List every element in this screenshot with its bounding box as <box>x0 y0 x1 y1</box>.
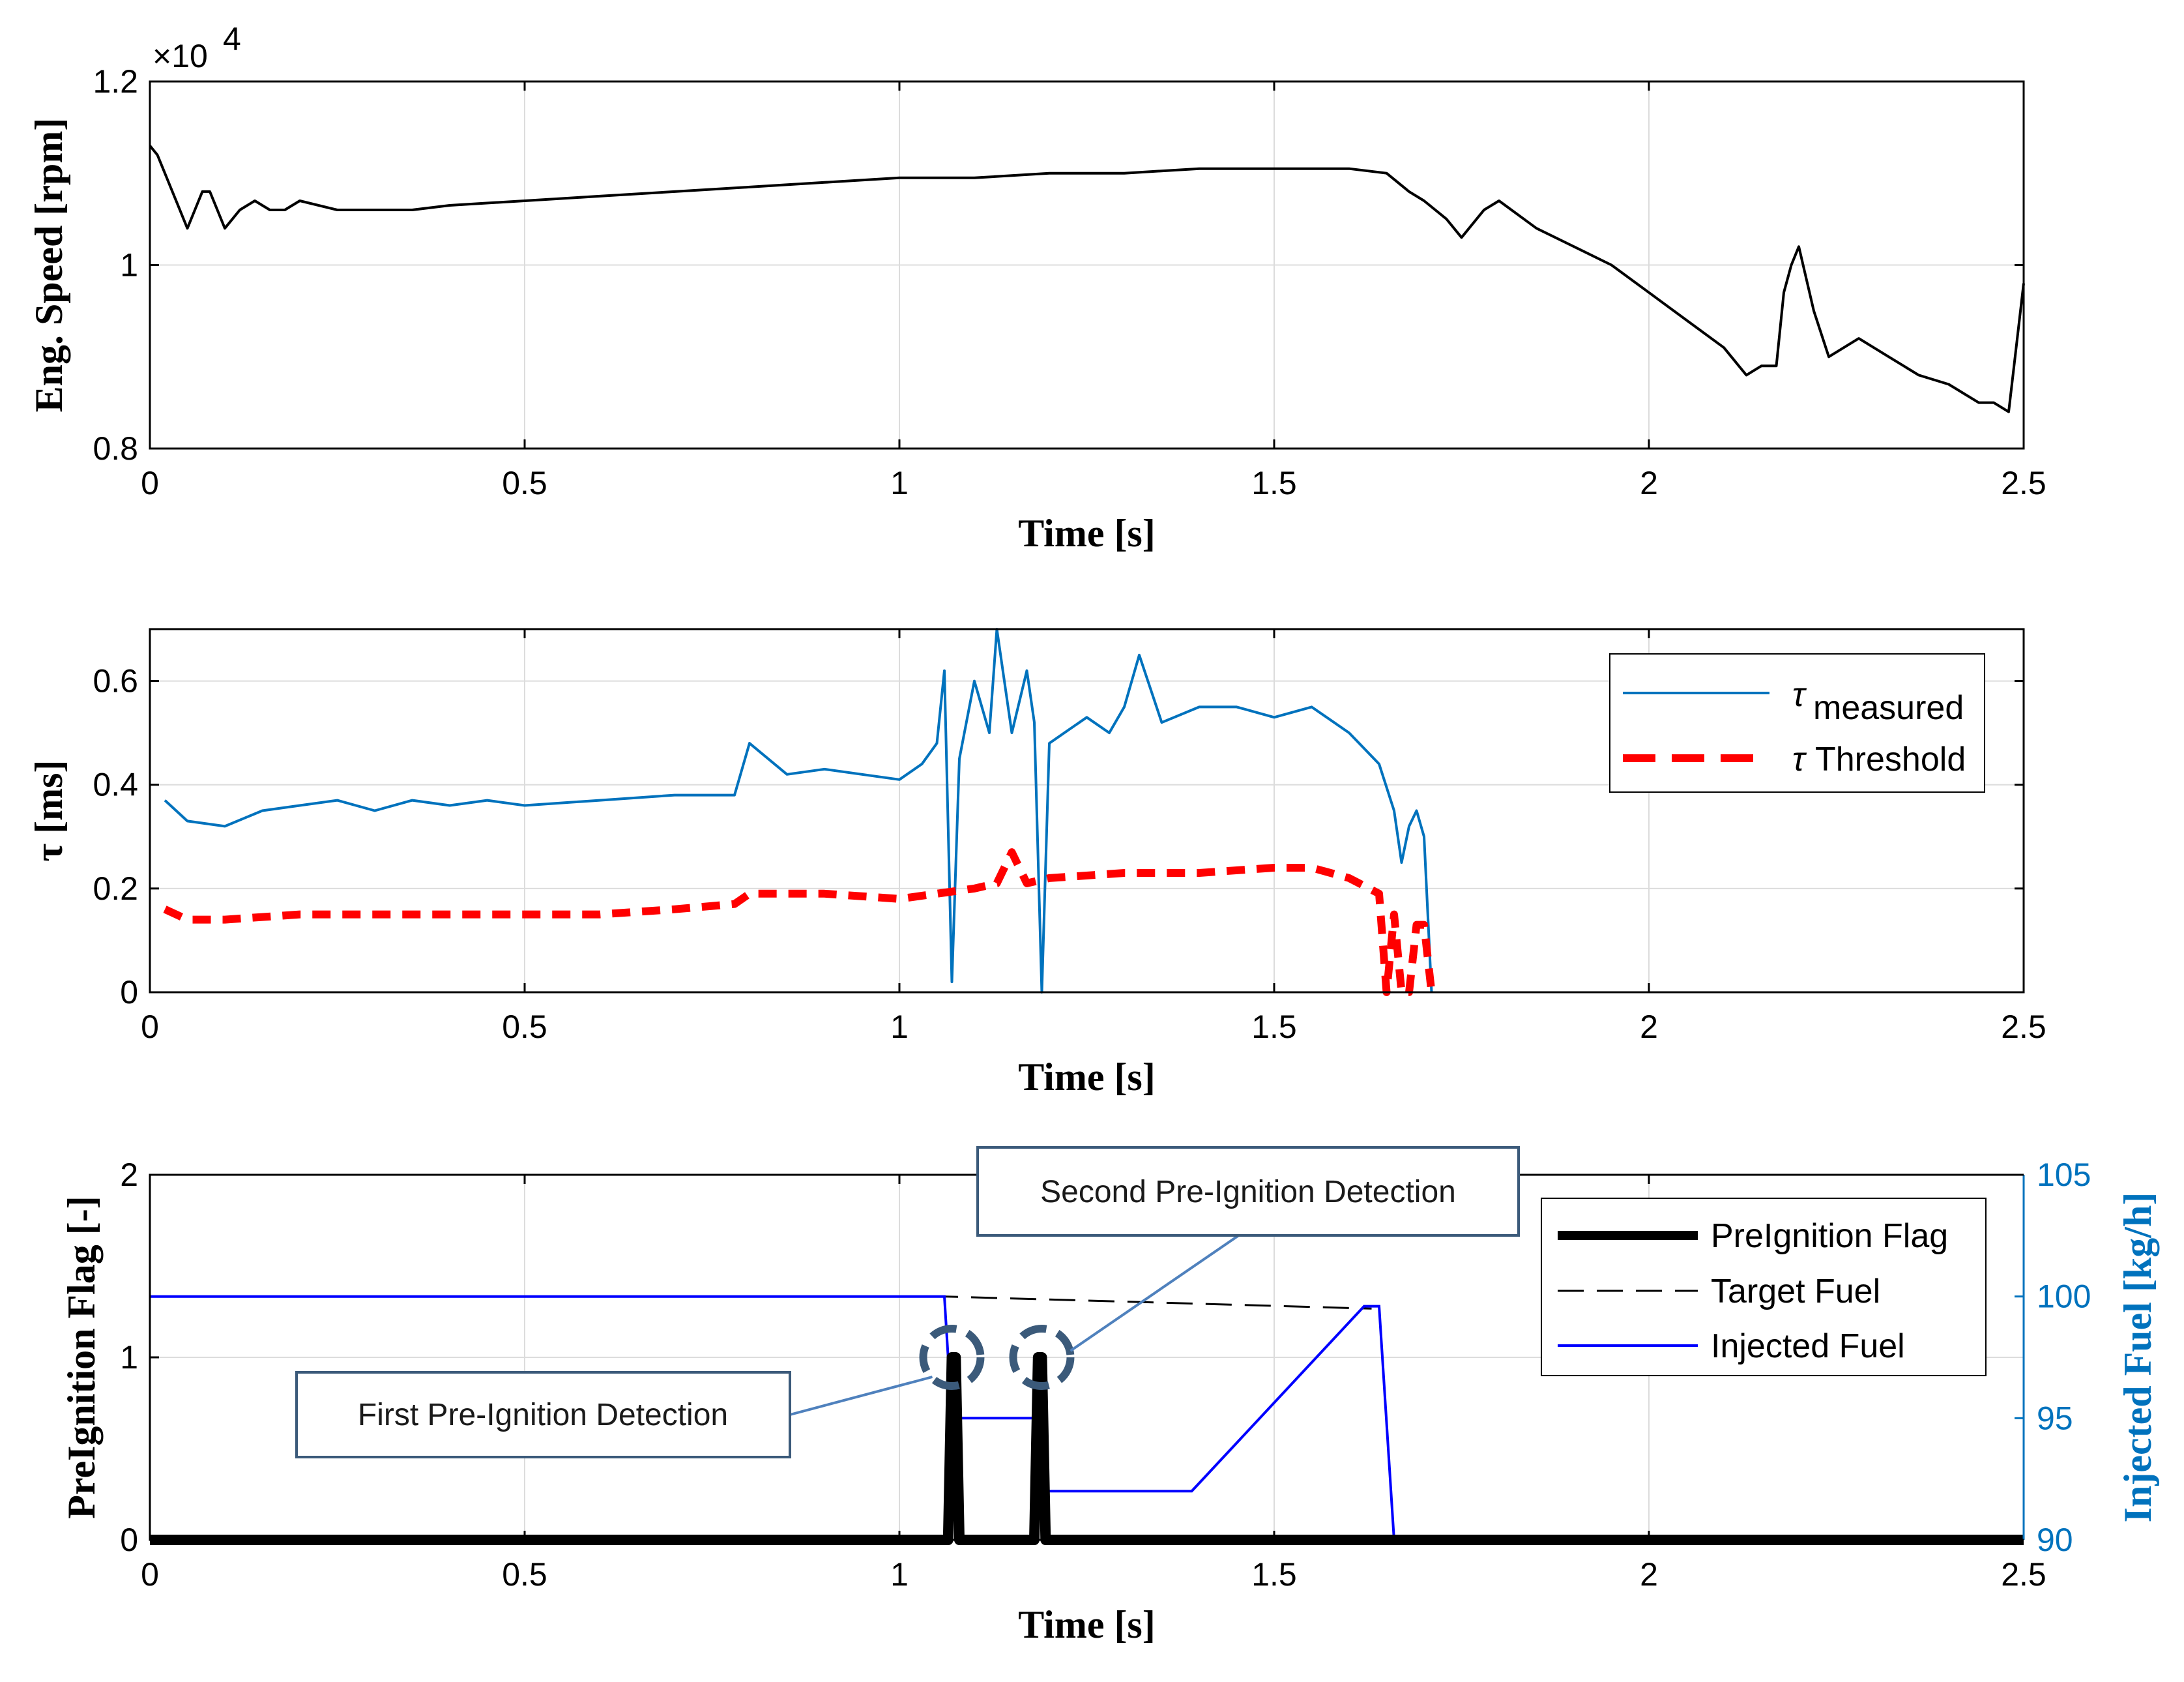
annotation-box-second <box>976 1146 1520 1237</box>
x-axis-label: Time [s] <box>1018 512 1156 555</box>
detection-marker-circle <box>1009 1325 1075 1390</box>
x-tick-label: 0 <box>141 1556 159 1593</box>
x-tick-label: 1.5 <box>1251 1556 1297 1593</box>
engine-speed-plot: 0 0.5 1 1.5 2 2.5 0.8 1 1.2 Time [s] Eng. Speed [r… <box>27 21 2046 555</box>
x-tick-label: 1 <box>890 465 909 501</box>
annotation-text-first: First Pre-Ignition Detection <box>358 1398 728 1432</box>
right-y-tick-label: 90 <box>2037 1522 2073 1558</box>
x-tick-label: 1 <box>890 1556 909 1593</box>
legend-label-target-fuel: Target Fuel <box>1711 1273 1880 1310</box>
plot-frame <box>149 628 2025 994</box>
x-tick-label: 2 <box>1640 1009 1658 1045</box>
x-tick-label: 0.5 <box>502 465 547 501</box>
y-tick-label: 0.8 <box>93 430 138 467</box>
series-line-tau-measured <box>164 628 1433 994</box>
annotation-box-first <box>295 1371 791 1458</box>
x-tick-label: 0.5 <box>502 1009 547 1045</box>
x-tick-label: 2.5 <box>2001 1009 2046 1045</box>
right-y-tick-label: 95 <box>2037 1400 2073 1436</box>
annotation-text-second: Second Pre-Ignition Detection <box>1040 1175 1456 1209</box>
x-tick-label: 1.5 <box>1251 1009 1297 1045</box>
right-y-axis-label: Injected Fuel [kg/h] <box>2116 1192 2159 1523</box>
y-tick-label: 1.2 <box>93 63 138 100</box>
y-axis-label: τ [ms] <box>27 760 70 862</box>
axis-exponent-power: 4 <box>223 21 241 57</box>
x-tick-label: 1 <box>890 1009 909 1045</box>
y-tick-label: 0.6 <box>93 663 138 700</box>
legend-label-tau-measured-subscript: measured <box>1813 689 1964 727</box>
right-y-tick-label: 100 <box>2037 1278 2091 1315</box>
y-tick-label: 0.2 <box>93 870 138 907</box>
legend-label-tau-threshold: Threshold <box>1815 741 1966 778</box>
legend-label-tau-symbol: τ <box>1792 676 1807 714</box>
legend-label-preignition-flag: PreIgnition Flag <box>1711 1217 1948 1255</box>
detection-marker-circle <box>919 1325 985 1390</box>
plot-frame <box>149 80 2025 450</box>
y-tick-label: 0 <box>120 1522 138 1558</box>
y-tick-label: 2 <box>120 1157 138 1193</box>
y-axis-label: PreIgnition Flag [-] <box>60 1196 103 1519</box>
right-y-tick-label: 105 <box>2037 1157 2091 1193</box>
x-axis-label: Time [s] <box>1018 1603 1156 1646</box>
x-tick-label: 2.5 <box>2001 465 2046 501</box>
series-line-tau-threshold <box>163 848 1436 996</box>
x-tick-label: 0 <box>141 465 159 501</box>
legend: PreIgnition Flag Target Fuel Injected Fuel <box>1541 1198 1987 1376</box>
x-tick-label: 0 <box>141 1009 159 1045</box>
y-tick-label: 0.4 <box>93 767 138 803</box>
annotation-leader-first <box>789 1376 933 1416</box>
x-axis-label: Time [s] <box>1018 1055 1156 1099</box>
x-tick-label: 2 <box>1640 1556 1658 1593</box>
y-tick-label: 1 <box>120 1339 138 1376</box>
axis-exponent-label: ×10 <box>153 38 208 74</box>
tau-plot: 0 0.5 1 1.5 2 2.5 0 0.2 0.4 0.6 Time [s] τ [ms] τ mea… <box>27 628 2046 1099</box>
series-line-engine-speed <box>149 145 2025 413</box>
legend-label-tau-symbol: τ <box>1792 741 1807 778</box>
x-tick-label: 2.5 <box>2001 1556 2046 1593</box>
x-tick-label: 1.5 <box>1251 465 1297 501</box>
legend-label-injected-fuel: Injected Fuel <box>1711 1327 1905 1365</box>
annotation-leader-second <box>1070 1232 1243 1352</box>
y-tick-label: 0 <box>120 974 138 1011</box>
x-tick-label: 0.5 <box>502 1556 547 1593</box>
preignition-plot: 0 0.5 1 1.5 2 2.5 0 1 2 Time [s] 90 95 100 105 PreIgni… <box>60 1146 2159 1646</box>
x-tick-label: 2 <box>1640 465 1658 501</box>
y-axis-label: Eng. Speed [rpm] <box>27 118 70 413</box>
legend-box <box>1609 653 1985 793</box>
y-tick-label: 1 <box>120 247 138 284</box>
